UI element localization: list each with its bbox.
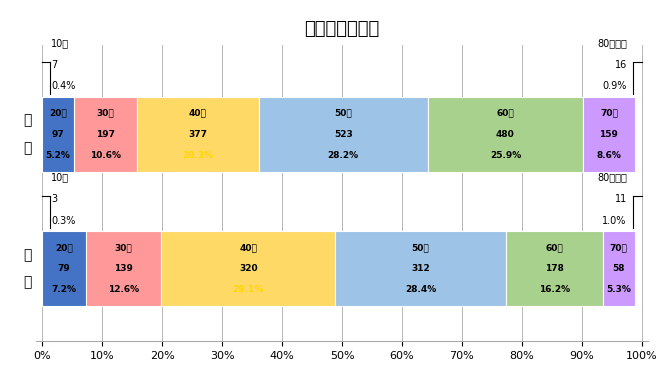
Bar <box>428 97 583 172</box>
Text: 40代: 40代 <box>189 109 207 117</box>
Text: 50代: 50代 <box>334 109 352 117</box>
Bar <box>137 97 258 172</box>
Text: 20.3%: 20.3% <box>182 151 214 160</box>
Text: 7: 7 <box>52 60 58 70</box>
Text: 80代以上: 80代以上 <box>597 38 627 48</box>
Text: 10代: 10代 <box>52 172 69 183</box>
Text: 女: 女 <box>23 248 32 262</box>
Text: 178: 178 <box>545 264 564 273</box>
Text: 480: 480 <box>496 130 515 139</box>
Bar <box>258 97 428 172</box>
Text: 70代: 70代 <box>600 109 618 117</box>
Text: 30代: 30代 <box>114 243 132 252</box>
Text: 0.3%: 0.3% <box>52 216 76 226</box>
Text: 20代: 20代 <box>49 109 67 117</box>
Text: 10代: 10代 <box>52 38 69 48</box>
Text: 16.2%: 16.2% <box>539 285 570 294</box>
Text: 性: 性 <box>23 141 32 155</box>
Text: 11: 11 <box>615 194 627 204</box>
Text: 16: 16 <box>615 60 627 70</box>
Bar <box>603 231 635 306</box>
Text: 320: 320 <box>239 264 258 273</box>
Text: 58: 58 <box>613 264 625 273</box>
Text: 10.6%: 10.6% <box>90 151 121 160</box>
Text: 50代: 50代 <box>412 243 430 252</box>
Text: 29.1%: 29.1% <box>233 285 264 294</box>
Text: 80代以上: 80代以上 <box>597 172 627 183</box>
Text: 60代: 60代 <box>545 243 563 252</box>
Text: 197: 197 <box>96 130 115 139</box>
Text: 30代: 30代 <box>97 109 114 117</box>
Text: 8.6%: 8.6% <box>596 151 621 160</box>
Text: 28.2%: 28.2% <box>328 151 359 160</box>
Text: 60代: 60代 <box>496 109 514 117</box>
Text: 1.0%: 1.0% <box>602 216 627 226</box>
Text: 男: 男 <box>23 114 32 128</box>
Text: 性: 性 <box>23 275 32 289</box>
Text: 139: 139 <box>114 264 133 273</box>
Text: 40代: 40代 <box>239 243 257 252</box>
Bar <box>42 97 73 172</box>
Bar <box>85 231 161 306</box>
Text: 7.2%: 7.2% <box>52 285 77 294</box>
Bar <box>583 97 635 172</box>
Text: 79: 79 <box>58 264 70 273</box>
Bar <box>506 231 603 306</box>
Text: 0.9%: 0.9% <box>602 81 627 91</box>
Bar <box>73 97 137 172</box>
Text: 28.4%: 28.4% <box>405 285 436 294</box>
Text: 97: 97 <box>52 130 64 139</box>
Text: 312: 312 <box>411 264 430 273</box>
Text: 159: 159 <box>600 130 618 139</box>
Text: 20代: 20代 <box>55 243 73 252</box>
Text: 5.3%: 5.3% <box>606 285 631 294</box>
Text: 25.9%: 25.9% <box>490 151 521 160</box>
Text: 70代: 70代 <box>609 243 628 252</box>
Text: 0.4%: 0.4% <box>52 81 76 91</box>
Text: 3: 3 <box>52 194 58 204</box>
Text: 523: 523 <box>334 130 352 139</box>
Text: 12.6%: 12.6% <box>108 285 139 294</box>
Text: 377: 377 <box>188 130 208 139</box>
Bar <box>42 231 85 306</box>
Text: 5.2%: 5.2% <box>46 151 70 160</box>
Bar <box>336 231 506 306</box>
Bar <box>161 231 336 306</box>
Title: 被害者の年齢層: 被害者の年齢層 <box>305 20 379 38</box>
